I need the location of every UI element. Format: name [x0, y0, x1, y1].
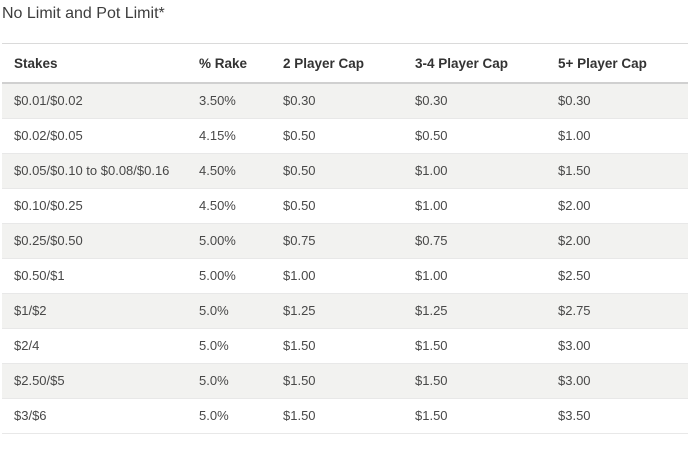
- column-header-3-4-player-cap: 3-4 Player Cap: [403, 43, 546, 84]
- stakes-cell: $0.01/$0.02: [2, 83, 187, 119]
- stakes-cell: $2/4: [2, 328, 187, 364]
- stakes-cell: $0.10/$0.25: [2, 188, 187, 224]
- value-cell: $1.50: [271, 363, 403, 399]
- column-header-5-player-cap: 5+ Player Cap: [546, 43, 688, 84]
- table-body: $0.01/$0.02 3.50% $0.30 $0.30 $0.30 $0.02/$0.…: [2, 83, 688, 434]
- value-cell: $1.00: [271, 258, 403, 294]
- value-cell: $3.50: [546, 398, 688, 434]
- value-cell: $1.25: [271, 293, 403, 329]
- value-cell: 5.00%: [187, 258, 271, 294]
- table-row: $0.50/$1 5.00% $1.00 $1.00 $2.50: [2, 258, 688, 294]
- value-cell: $1.00: [403, 153, 546, 189]
- table-header-row: Stakes% Rake 2 Player Cap 3-4 Player Cap 5+…: [2, 43, 688, 84]
- value-cell: $0.75: [271, 223, 403, 259]
- value-cell: $0.50: [271, 188, 403, 224]
- value-cell: 4.50%: [187, 188, 271, 224]
- value-cell: $1.50: [403, 363, 546, 399]
- table-row: $0.01/$0.02 3.50% $0.30 $0.30 $0.30: [2, 83, 688, 119]
- table-header: Stakes% Rake 2 Player Cap 3-4 Player Cap 5+…: [2, 43, 688, 84]
- value-cell: $2.75: [546, 293, 688, 329]
- value-cell: $1.50: [546, 153, 688, 189]
- value-cell: $1.00: [546, 118, 688, 154]
- value-cell: 4.50%: [187, 153, 271, 189]
- stakes-cell: $2.50/$5: [2, 363, 187, 399]
- stakes-cell: $1/$2: [2, 293, 187, 329]
- page-title: No Limit and Pot Limit*: [2, 5, 165, 22]
- value-cell: $0.30: [403, 83, 546, 119]
- value-cell: $1.50: [403, 398, 546, 434]
- value-cell: $1.25: [403, 293, 546, 329]
- value-cell: $2.00: [546, 223, 688, 259]
- table-row: $2.50/$5 5.0% $1.50 $1.50 $3.00: [2, 363, 688, 399]
- stakes-cell: $0.05/$0.10 to $0.08/$0.16: [2, 153, 187, 189]
- table-row: $0.05/$0.10 to $0.08/$0.16 4.50% $0.50 $1.0…: [2, 153, 688, 189]
- value-cell: $1.00: [403, 258, 546, 294]
- table-row: $0.10/$0.25 4.50% $0.50 $1.00 $2.00: [2, 188, 688, 224]
- stakes-cell: $3/$6: [2, 398, 187, 434]
- value-cell: 5.0%: [187, 363, 271, 399]
- stakes-cell: $0.50/$1: [2, 258, 187, 294]
- column-header-stakes: Stakes: [2, 43, 187, 84]
- value-cell: $1.50: [271, 398, 403, 434]
- value-cell: $1.50: [271, 328, 403, 364]
- table-row: $2/4 5.0% $1.50 $1.50 $3.00: [2, 328, 688, 364]
- value-cell: 5.0%: [187, 328, 271, 364]
- value-cell: $0.50: [271, 118, 403, 154]
- value-cell: 5.00%: [187, 223, 271, 259]
- value-cell: 4.15%: [187, 118, 271, 154]
- stakes-cell: $0.25/$0.50: [2, 223, 187, 259]
- value-cell: 3.50%: [187, 83, 271, 119]
- value-cell: 5.0%: [187, 398, 271, 434]
- value-cell: $0.75: [403, 223, 546, 259]
- value-cell: $2.50: [546, 258, 688, 294]
- value-cell: $3.00: [546, 328, 688, 364]
- value-cell: $1.00: [403, 188, 546, 224]
- value-cell: $0.50: [271, 153, 403, 189]
- value-cell: $2.00: [546, 188, 688, 224]
- value-cell: 5.0%: [187, 293, 271, 329]
- rake-table: Stakes% Rake 2 Player Cap 3-4 Player Cap 5+…: [2, 43, 688, 434]
- column-header-rake: % Rake: [187, 43, 271, 84]
- value-cell: $1.50: [403, 328, 546, 364]
- value-cell: $0.30: [271, 83, 403, 119]
- table-row: $1/$2 5.0% $1.25 $1.25 $2.75: [2, 293, 688, 329]
- value-cell: $0.50: [403, 118, 546, 154]
- table-row: $0.02/$0.05 4.15% $0.50 $0.50 $1.00: [2, 118, 688, 154]
- table-row: $3/$6 5.0% $1.50 $1.50 $3.50: [2, 398, 688, 434]
- column-header-2-player-cap: 2 Player Cap: [271, 43, 403, 84]
- value-cell: $3.00: [546, 363, 688, 399]
- stakes-cell: $0.02/$0.05: [2, 118, 187, 154]
- table-row: $0.25/$0.50 5.00% $0.75 $0.75 $2.00: [2, 223, 688, 259]
- value-cell: $0.30: [546, 83, 688, 119]
